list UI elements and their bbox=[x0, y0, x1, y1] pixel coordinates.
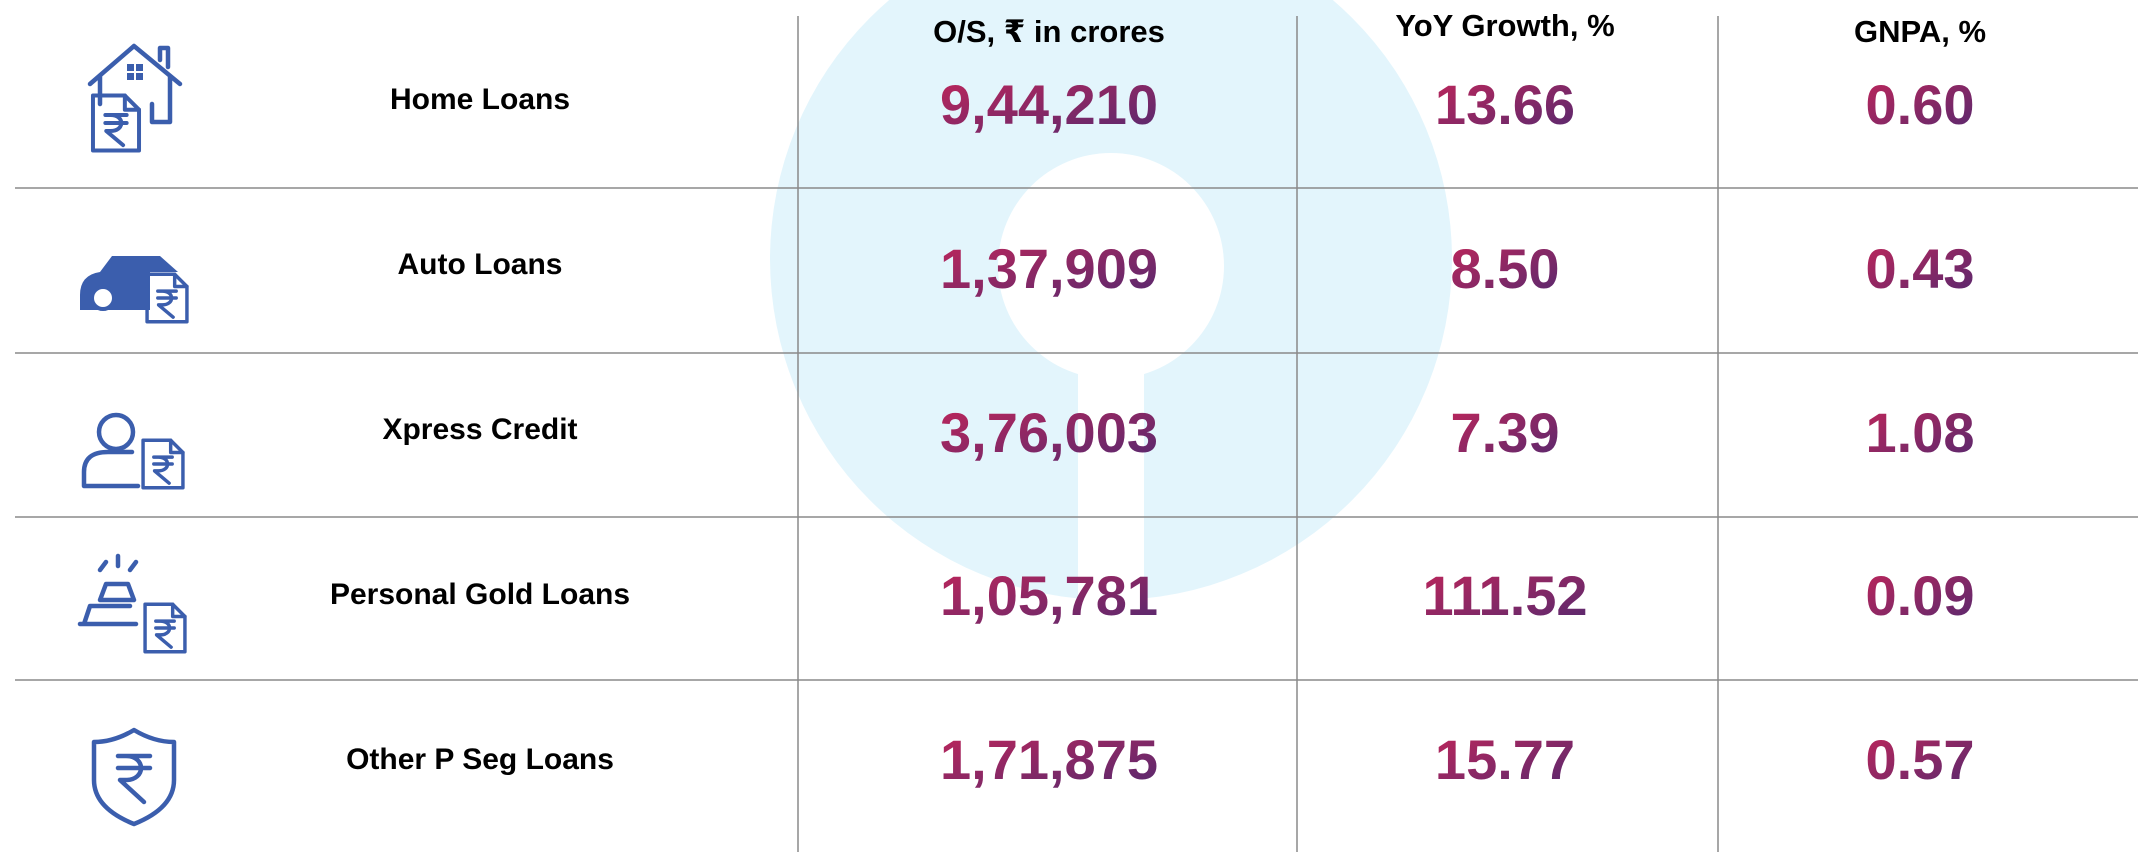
cell-value: 7.39 bbox=[1451, 401, 1560, 464]
table: O/S, ₹ in crores YoY Growth, % GNPA, % Home… bbox=[330, 8, 1986, 791]
cell-value: 0.09 bbox=[1866, 564, 1975, 627]
cell-value: 13.66 bbox=[1435, 73, 1575, 136]
row-label: Xpress Credit bbox=[382, 413, 577, 446]
cell-value: 0.43 bbox=[1866, 237, 1975, 300]
cell-value: 8.50 bbox=[1451, 237, 1560, 300]
cell-value: 1,71,875 bbox=[940, 728, 1158, 791]
shield-icon bbox=[91, 727, 177, 827]
cell-value: 1,05,781 bbox=[940, 564, 1158, 627]
icons bbox=[77, 43, 189, 827]
cell-value: 1.08 bbox=[1866, 401, 1975, 464]
row-label: Personal Gold Loans bbox=[330, 578, 630, 611]
cell-value: 111.52 bbox=[1422, 564, 1587, 627]
car-icon bbox=[80, 256, 189, 324]
column-header: YoY Growth, % bbox=[1395, 8, 1614, 43]
grid-lines bbox=[15, 16, 2138, 852]
cell-value: 0.60 bbox=[1866, 73, 1975, 136]
watermark-logo bbox=[770, 0, 1452, 602]
column-header: GNPA, % bbox=[1854, 14, 1986, 49]
cell-value: 0.57 bbox=[1866, 728, 1975, 791]
row-label: Auto Loans bbox=[398, 248, 563, 281]
home-icon bbox=[87, 43, 183, 150]
person-icon bbox=[81, 412, 185, 490]
cell-value: 9,44,210 bbox=[940, 73, 1158, 136]
column-header: O/S, ₹ in crores bbox=[933, 14, 1165, 49]
row-label: Other P Seg Loans bbox=[346, 743, 614, 776]
gold-icon bbox=[77, 553, 187, 654]
cell-value: 1,37,909 bbox=[940, 237, 1158, 300]
cell-value: 15.77 bbox=[1435, 728, 1575, 791]
cell-value: 3,76,003 bbox=[940, 401, 1158, 464]
row-label: Home Loans bbox=[390, 83, 570, 116]
